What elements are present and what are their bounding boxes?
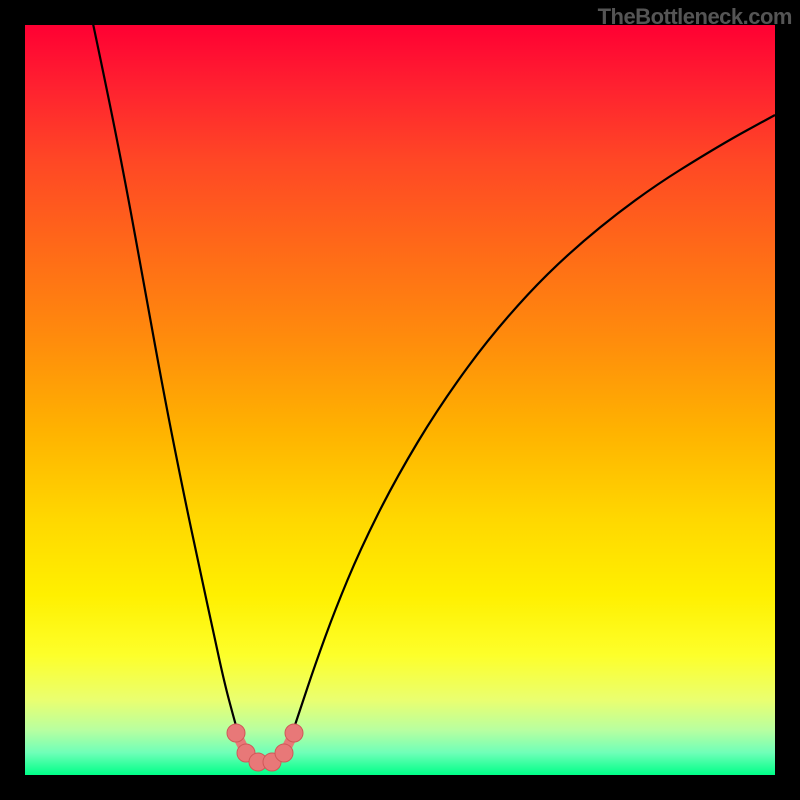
watermark-text: TheBottleneck.com [598,4,792,30]
plot-gradient [25,25,775,775]
marker-point [275,744,293,762]
chart-container: TheBottleneck.com [0,0,800,800]
marker-point [285,724,303,742]
marker-point [227,724,245,742]
bottleneck-chart [0,0,800,800]
